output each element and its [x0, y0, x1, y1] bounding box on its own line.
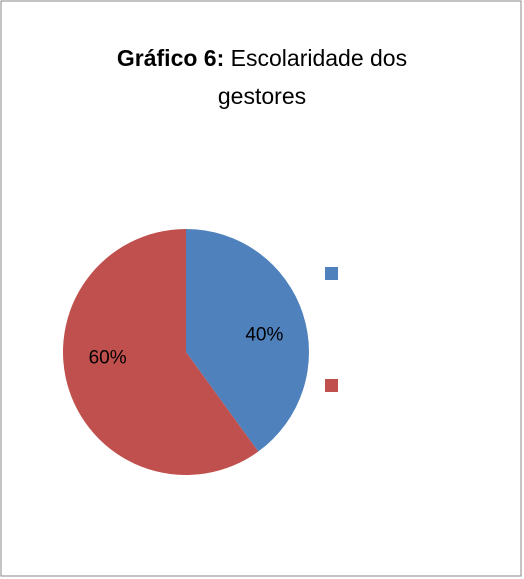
pie-slice: [62, 229, 259, 475]
chart-title-line2: gestores: [218, 83, 306, 109]
legend-swatch: [325, 267, 338, 280]
data-label: 40%: [245, 325, 283, 346]
chart-title: Gráfico 6: Escolaridade dos: [117, 45, 407, 71]
data-label: 60%: [89, 347, 127, 368]
pie-slice: [186, 229, 309, 452]
title-prefix: Gráfico 6:: [117, 45, 224, 71]
title-text: Escolaridade dos: [231, 45, 407, 71]
legend-swatch: [325, 379, 338, 392]
